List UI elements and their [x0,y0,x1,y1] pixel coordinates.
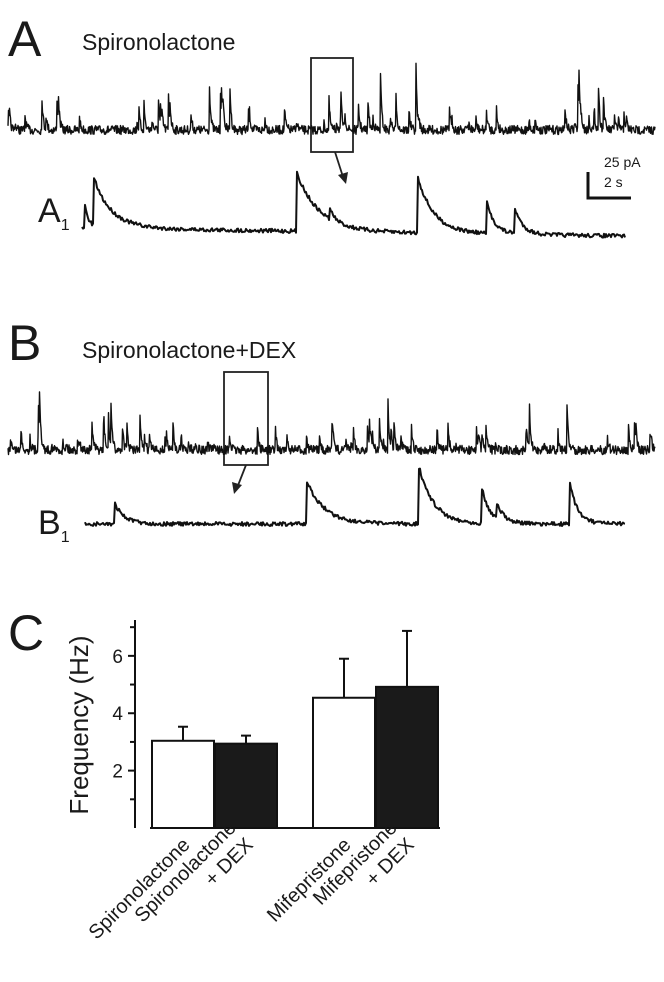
scale-label: 25 pA [604,154,641,170]
arrow-head [232,482,242,494]
panel-label: A [8,11,42,67]
inset-label: A1 [38,192,70,234]
panel-label: B [8,315,41,371]
y-axis-label: Frequency (Hz) [64,635,94,814]
zoom-box [310,57,354,153]
trace [81,170,626,239]
arrow-head [338,172,348,184]
scale-bar [586,172,631,200]
trace [7,391,656,456]
panel-title: Spironolactone+DEX [82,337,296,363]
panel-label: C [8,605,44,661]
scale-label: 2 s [604,174,623,190]
trace [7,62,656,136]
y-tick-label: 6 [112,647,123,668]
trace [84,467,626,527]
bar [151,739,215,829]
y-tick-label: 4 [112,704,123,725]
bar [312,696,376,829]
y-tick-label: 2 [112,762,123,783]
bar [214,742,278,829]
bar [375,685,439,830]
inset-label: B1 [38,504,70,546]
panel-title: Spironolactone [82,29,235,55]
